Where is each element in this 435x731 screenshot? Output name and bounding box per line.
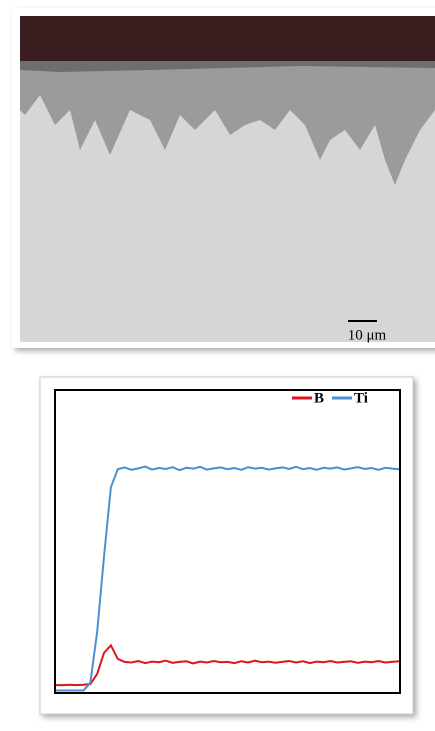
legend-label: B (314, 390, 324, 406)
mount-resin (20, 16, 435, 61)
legend-label: Ti (354, 390, 368, 406)
series-line (56, 643, 400, 687)
plot-area (54, 389, 401, 694)
series-line (56, 465, 400, 692)
micrograph: 10 μm (12, 8, 435, 348)
scale-bar-label: 10 μm (348, 327, 387, 343)
boride-layer (20, 58, 435, 185)
